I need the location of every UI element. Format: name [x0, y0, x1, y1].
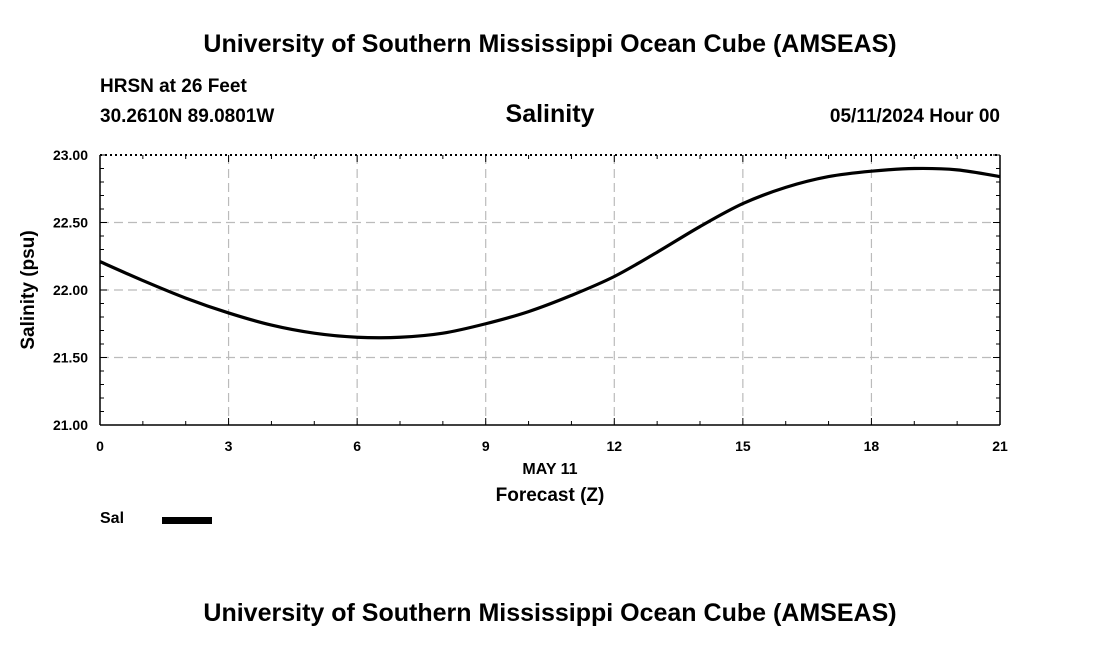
- x-tick-label: 6: [353, 438, 361, 454]
- chart-title: University of Southern Mississippi Ocean…: [203, 30, 897, 58]
- station-label: HRSN at 26 Feet: [100, 76, 247, 97]
- y-axis-label: Salinity (psu): [18, 230, 39, 349]
- y-tick-label: 22.50: [53, 215, 88, 231]
- station-coordinates: 30.2610N 89.0801W: [100, 106, 275, 127]
- parameter-title: Salinity: [505, 100, 595, 128]
- y-tick-label: 21.50: [53, 350, 88, 366]
- series-layer: [99, 166, 1001, 340]
- x-tick-label: 21: [992, 438, 1008, 454]
- footer-title: University of Southern Mississippi Ocean…: [203, 599, 897, 627]
- y-tick-label: 22.00: [53, 282, 88, 298]
- x-axis-label: Forecast (Z): [496, 485, 605, 506]
- y-tick-label: 21.00: [53, 417, 88, 433]
- series-line-sal: [99, 166, 1001, 340]
- y-tick-label: 23.00: [53, 147, 88, 163]
- forecast-timestamp: 05/11/2024 Hour 00: [829, 106, 1000, 127]
- grid-lines: [100, 155, 1000, 425]
- x-tick-label: 3: [225, 438, 233, 454]
- plot-frame: [99, 154, 1001, 426]
- tick-labels: 0 3 6 9 12 15 18 21 21.00 21.50 22.00 22.50 23.00 MAY…: [18, 147, 1008, 506]
- x-date-label: MAY 11: [522, 461, 577, 478]
- x-tick-label: 0: [96, 438, 104, 454]
- legend-swatch: [162, 517, 212, 524]
- x-tick-label: 15: [735, 438, 751, 454]
- legend-label: Sal: [100, 510, 125, 527]
- x-tick-label: 18: [864, 438, 880, 454]
- x-tick-label: 12: [606, 438, 622, 454]
- x-tick-label: 9: [482, 438, 490, 454]
